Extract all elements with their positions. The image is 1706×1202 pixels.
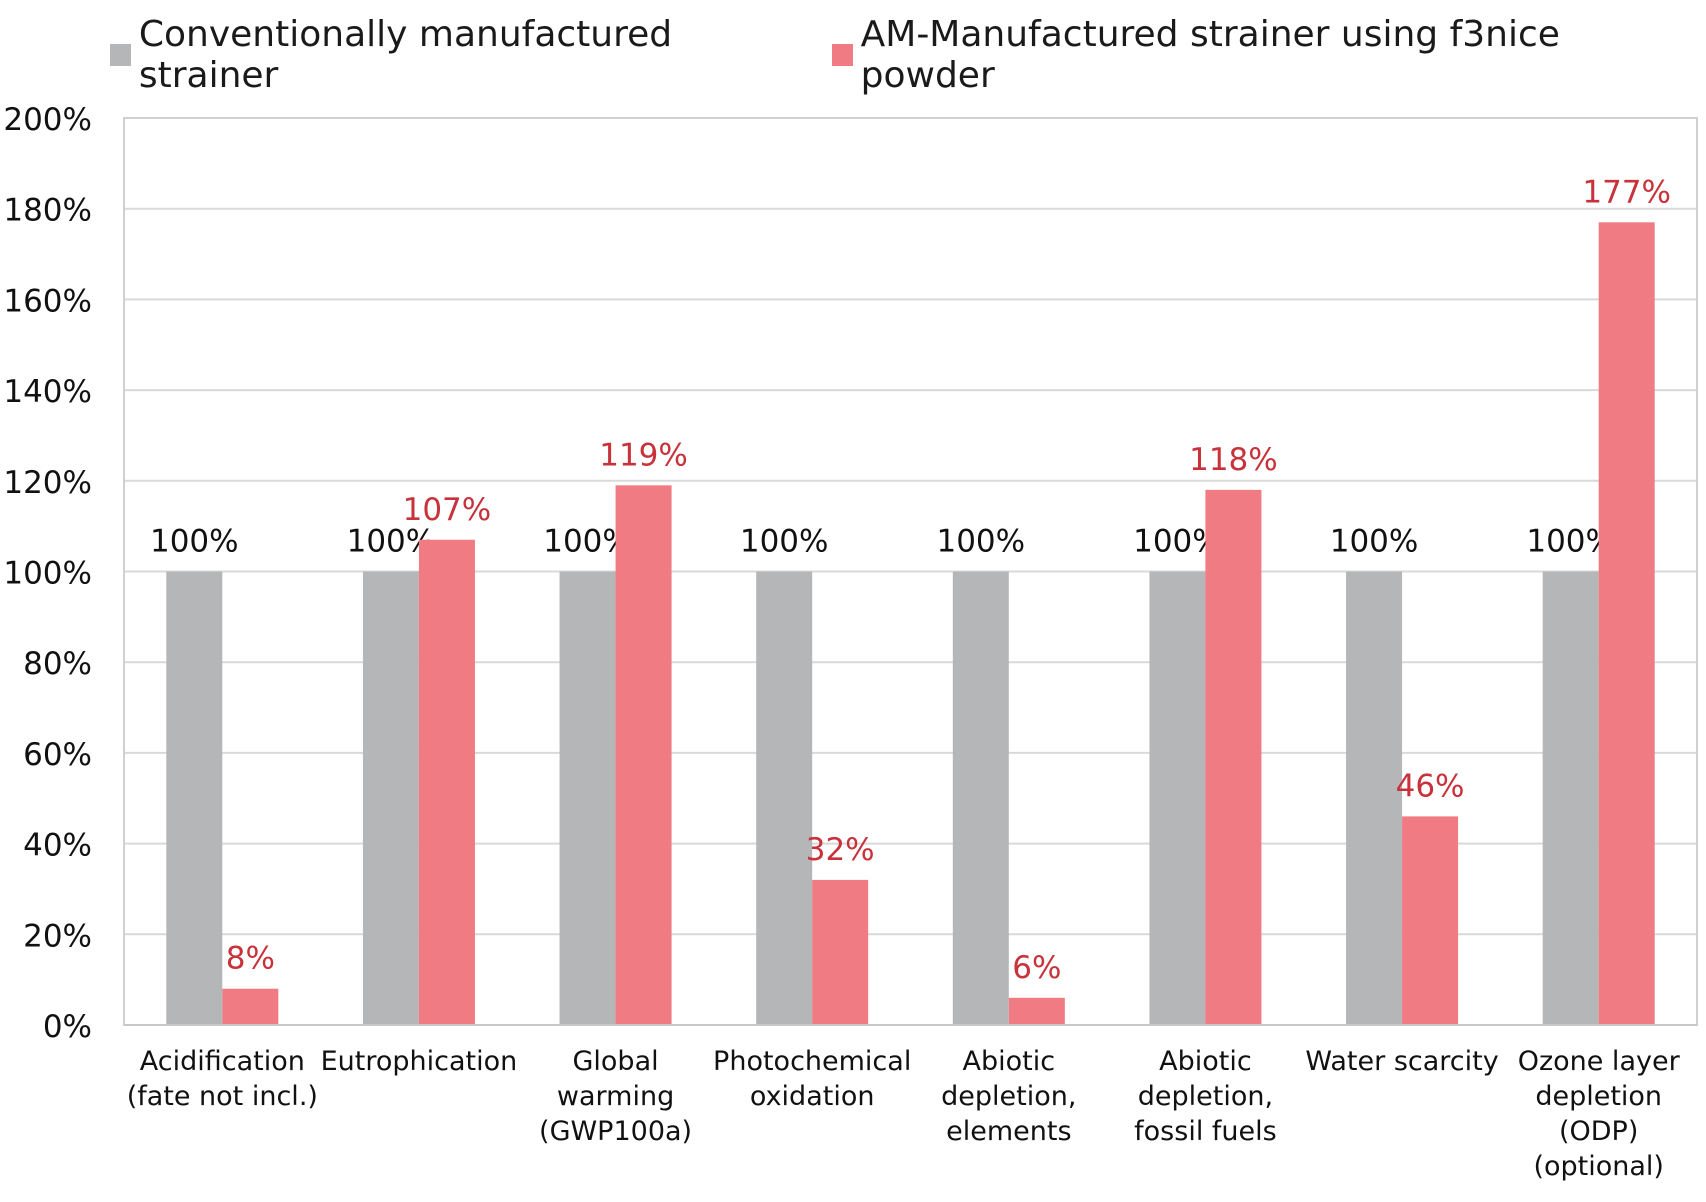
data-label: 100% [936,524,1025,560]
bar [222,988,279,1025]
legend: Conventionally manufactured strainer AM-… [110,14,1706,96]
data-label: 32% [806,832,875,868]
legend-label-am: AM-Manufactured strainer using f3nice po… [860,14,1560,96]
bar [952,571,1009,1025]
data-label: 46% [1396,768,1465,804]
legend-item-conventional: Conventionally manufactured strainer [110,14,788,96]
bar [166,571,223,1025]
x-tick-label: Abiotic depletion, fossil fuels [1134,1046,1277,1147]
bar [756,571,813,1025]
bar [1205,489,1262,1025]
x-tick-label: Photochemical oxidation [713,1046,911,1112]
y-tick-label: 20% [23,918,92,954]
bar [559,571,616,1025]
legend-swatch-am [831,44,853,66]
x-tick-label: Eutrophication [321,1046,518,1077]
data-label: 100% [150,524,239,560]
y-tick-label: 140% [3,374,92,410]
data-label: 100% [1330,524,1419,560]
y-tick-label: 60% [23,737,92,773]
data-label: 177% [1582,174,1671,210]
x-tick-label: Abiotic depletion, elements [941,1046,1076,1147]
data-label: 8% [226,941,275,977]
bar [1598,222,1655,1025]
legend-item-am: AM-Manufactured strainer using f3nice po… [831,14,1662,96]
x-tick-label: Acidification (fate not incl.) [127,1046,318,1112]
bar [1149,571,1206,1025]
y-tick-label: 80% [23,646,92,682]
bar [1008,997,1065,1025]
bar [1402,816,1459,1025]
bar [418,539,475,1025]
legend-label-conventional: Conventionally manufactured strainer [138,14,673,96]
legend-swatch-conventional [110,44,131,66]
y-tick-label: 160% [3,283,92,319]
x-tick-label: Water scarcity [1305,1046,1498,1077]
bar [812,879,869,1025]
data-label: 119% [599,437,688,473]
y-tick-label: 100% [3,556,92,592]
bar [1542,571,1599,1025]
x-tick-label: Global warming (GWP100a) [539,1046,692,1147]
data-label: 107% [403,492,492,528]
y-tick-label: 0% [43,1009,92,1045]
bar [362,571,419,1025]
bar [1346,571,1403,1025]
y-tick-label: 200% [3,102,92,138]
x-tick-label: Ozone layer depletion (ODP) (optional) [1518,1046,1681,1182]
data-label: 100% [740,524,829,560]
bar [615,485,672,1026]
data-label: 6% [1012,950,1061,986]
y-tick-label: 180% [3,193,92,229]
y-tick-label: 40% [23,828,92,864]
data-label: 118% [1189,442,1278,478]
y-tick-label: 120% [3,465,92,501]
